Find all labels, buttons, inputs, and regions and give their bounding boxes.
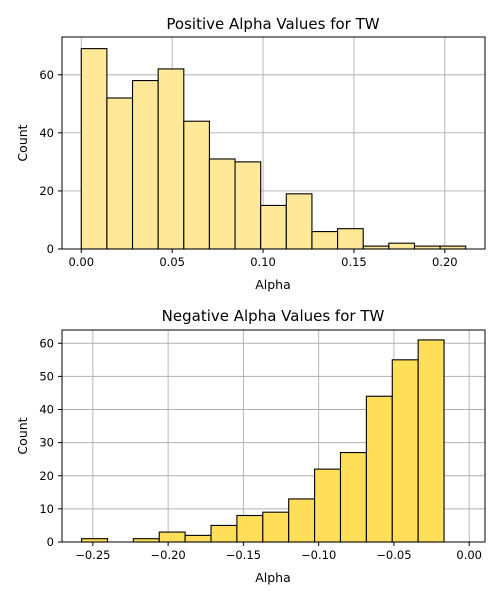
top-y-tick-label: 0 [47, 242, 54, 256]
bottom-histogram-bar [417, 339, 445, 543]
bottom-histogram-bar [210, 524, 238, 543]
bottom-y-tick-label: 30 [39, 436, 54, 450]
bottom-y-tick-label: 0 [47, 535, 54, 549]
top-histogram-bar [285, 193, 313, 250]
bottom-y-tick-label: 60 [39, 336, 54, 350]
top-histogram-bar [80, 48, 108, 250]
bottom-y-tick-label: 40 [39, 403, 54, 417]
top-x-tick-label: 0.10 [250, 255, 276, 269]
bottom-histogram-bar [365, 395, 393, 543]
bottom-histogram-chart: Negative Alpha Values for TW −0.25 −0.20 −… [15, 307, 486, 585]
bottom-x-tick-label: −0.05 [376, 548, 411, 562]
top-y-axis-label: Count [15, 124, 30, 161]
top-x-tick-label: 0.15 [341, 255, 367, 269]
bottom-chart-title: Negative Alpha Values for TW [162, 307, 385, 325]
bottom-y-tick-label: 20 [39, 469, 54, 483]
top-histogram-bar [131, 80, 159, 250]
bottom-histogram-bar [236, 514, 264, 543]
bottom-histogram-bar [262, 511, 290, 543]
bottom-histogram-bar [158, 531, 186, 543]
bottom-y-axis-label: Count [15, 417, 30, 454]
top-y-tick-label: 60 [39, 68, 54, 82]
top-histogram-bar [208, 158, 236, 250]
bottom-histogram-bar [184, 534, 212, 543]
top-x-tick-label: 0.05 [159, 255, 185, 269]
top-histogram-bar [311, 231, 339, 250]
bottom-x-axis-label: Alpha [255, 570, 291, 585]
top-x-axis-label: Alpha [255, 277, 291, 292]
bottom-x-tick-label: 0.00 [456, 548, 482, 562]
top-histogram-chart: Positive Alpha Values for TW 0.00 0.05 0.1… [15, 15, 486, 292]
top-axes-frame [61, 36, 486, 250]
bottom-axes-frame [61, 329, 486, 543]
bottom-histogram-bar [339, 452, 367, 543]
top-histogram-bar [183, 120, 210, 250]
top-y-tick-label: 40 [39, 126, 54, 140]
bottom-histogram-bar [314, 468, 342, 543]
top-chart-title: Positive Alpha Values for TW [166, 15, 379, 33]
top-y-tick-label: 20 [39, 184, 54, 198]
top-histogram-bar [260, 204, 287, 250]
bottom-histogram-bar [391, 359, 419, 543]
top-histogram-bar [388, 242, 416, 250]
top-histogram-bar [106, 97, 134, 250]
bottom-x-tick-label: −0.10 [301, 548, 336, 562]
bottom-x-tick-label: −0.25 [75, 548, 110, 562]
top-histogram-bar [234, 161, 262, 250]
top-x-tick-label: 0.00 [68, 255, 94, 269]
bottom-y-tick-label: 10 [39, 502, 54, 516]
top-x-tick-label: 0.20 [432, 255, 458, 269]
bottom-x-tick-label: −0.20 [151, 548, 186, 562]
bottom-histogram-bar [288, 498, 316, 543]
top-histogram-bar [337, 228, 364, 250]
bottom-x-tick-label: −0.15 [226, 548, 261, 562]
bottom-y-tick-label: 50 [39, 369, 54, 383]
top-histogram-bar [157, 68, 185, 250]
